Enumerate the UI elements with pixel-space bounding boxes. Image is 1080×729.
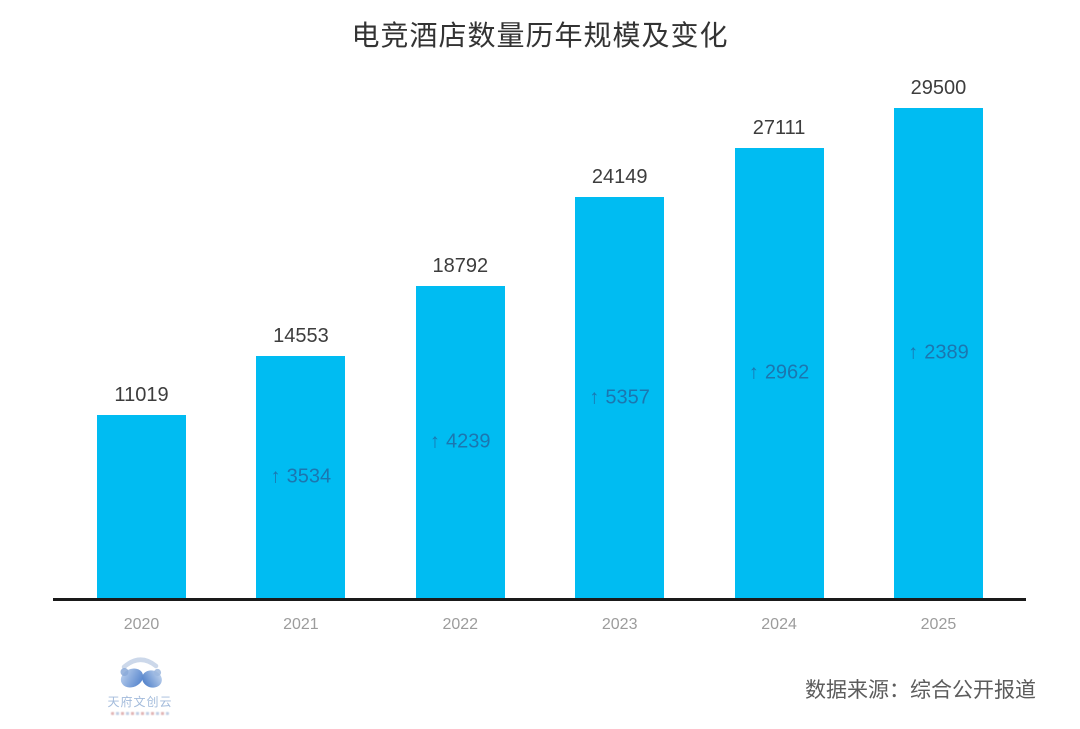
bar-value-label: 29500 bbox=[910, 77, 967, 99]
change-value: 5357 bbox=[605, 386, 650, 408]
x-tick-label: 2022 bbox=[442, 616, 479, 633]
bar-group: 11019 2020 bbox=[97, 384, 186, 633]
up-arrow-icon: ↑ bbox=[908, 341, 919, 364]
brand-logo-subline bbox=[111, 712, 169, 715]
bar-group: ↑ 2389 29500 2025 bbox=[893, 77, 983, 633]
x-tick-label: 2023 bbox=[601, 616, 638, 633]
bar: ↑ 2962 bbox=[734, 148, 824, 598]
bar-group: ↑ 2962 27111 2024 bbox=[734, 117, 824, 633]
bar-value-label: 27111 bbox=[752, 117, 806, 139]
bar: ↑ 5357 bbox=[575, 197, 665, 598]
bar: ↑ 2389 bbox=[893, 108, 983, 598]
bar-group: ↑ 3534 14553 2021 bbox=[256, 325, 346, 633]
bar-group: ↑ 5357 24149 2023 bbox=[575, 166, 665, 633]
bar-value-label: 14553 bbox=[273, 325, 329, 347]
bars: 11019 2020 ↑ 3534 14553 2021 ↑ 4239 18792 … bbox=[53, 77, 1026, 633]
bar-change-label: ↑ 3534 bbox=[256, 466, 345, 489]
brand-logo: 天府文创云 bbox=[93, 650, 187, 715]
change-value: 3534 bbox=[286, 465, 332, 488]
change-value: 2962 bbox=[764, 361, 810, 384]
bar: ↑ 4239 bbox=[415, 286, 505, 598]
bar: ↑ 3534 bbox=[256, 356, 346, 598]
x-tick-label: 2020 bbox=[123, 616, 160, 633]
change-value: 2389 bbox=[924, 341, 969, 364]
change-value: 4239 bbox=[446, 430, 491, 453]
x-tick-label: 2024 bbox=[761, 616, 797, 633]
plot-area: 11019 2020 ↑ 3534 14553 2021 ↑ 4239 18792 … bbox=[53, 77, 1026, 633]
bar-change-label: ↑ 4239 bbox=[416, 431, 505, 454]
up-arrow-icon: ↑ bbox=[748, 361, 759, 384]
bar bbox=[97, 415, 186, 598]
up-arrow-icon: ↑ bbox=[430, 430, 441, 453]
chart-title: 电竞酒店数量历年规模及变化 bbox=[351, 20, 729, 51]
bar-change-label: ↑ 2962 bbox=[735, 362, 824, 385]
bar-group: ↑ 4239 18792 2022 bbox=[415, 255, 505, 633]
data-source-text: 数据来源：综合公开报道 bbox=[805, 679, 1036, 702]
bar-value-label: 24149 bbox=[591, 166, 648, 188]
brand-logo-text: 天府文创云 bbox=[107, 695, 173, 709]
bar-value-label: 11019 bbox=[114, 384, 169, 406]
x-tick-label: 2021 bbox=[283, 616, 319, 633]
x-tick-label: 2025 bbox=[920, 616, 957, 633]
up-arrow-icon: ↑ bbox=[589, 386, 600, 408]
bar-change-label: ↑ 2389 bbox=[894, 342, 983, 365]
up-arrow-icon: ↑ bbox=[270, 465, 281, 488]
bar-value-label: 18792 bbox=[432, 255, 489, 277]
bar-change-label: ↑ 5357 bbox=[575, 386, 664, 409]
panda-headphones-logo-icon bbox=[120, 657, 162, 688]
